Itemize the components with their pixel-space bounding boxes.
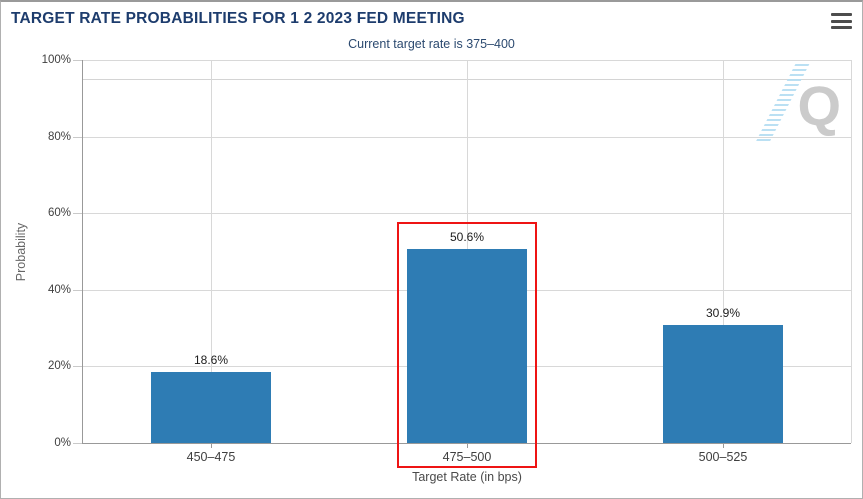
bar-value-label: 50.6%	[449, 230, 485, 244]
x-tick-mark	[467, 443, 468, 448]
y-tick-label: 0%	[54, 437, 71, 449]
hamburger-menu-icon[interactable]	[831, 13, 852, 29]
plot-right-border	[851, 60, 852, 443]
x-category-label: 450–475	[186, 450, 236, 464]
y-tick-label: 100%	[41, 54, 71, 66]
y-tick-label: 80%	[47, 131, 71, 143]
chart-subtitle: Current target rate is 375–400	[348, 37, 515, 51]
bar[interactable]	[407, 249, 527, 443]
y-tick-mark	[73, 213, 83, 214]
highlight-box	[397, 222, 537, 468]
x-category-label: 475–500	[442, 450, 492, 464]
x-tick-mark	[211, 443, 212, 448]
y-axis-title: Probability	[14, 222, 28, 282]
y-tick-mark	[73, 290, 83, 291]
x-category-label: 500–525	[698, 450, 748, 464]
chart-title: TARGET RATE PROBABILITIES FOR 1 2 2023 F…	[11, 10, 465, 27]
hamburger-bar	[831, 26, 852, 29]
y-tick-label: 40%	[47, 284, 71, 296]
bar-value-label: 30.9%	[705, 306, 741, 320]
x-axis-title: Target Rate (in bps)	[412, 470, 522, 484]
x-tick-mark	[723, 443, 724, 448]
plot-top-border	[83, 60, 851, 61]
watermark-stripes-icon	[754, 64, 810, 144]
y-tick-mark	[73, 366, 83, 367]
hamburger-bar	[831, 19, 852, 23]
quikstrike-watermark: Q	[754, 60, 853, 148]
y-axis-line	[82, 60, 83, 443]
y-tick-mark	[73, 137, 83, 138]
x-gridline	[211, 60, 212, 443]
y-tick-label: 20%	[47, 360, 71, 372]
bar[interactable]	[151, 372, 271, 443]
bar[interactable]	[663, 325, 783, 443]
watermark-q-icon: Q	[797, 74, 841, 137]
bar-value-label: 18.6%	[193, 353, 229, 367]
y-tick-mark	[73, 443, 83, 444]
y-tick-mark	[73, 60, 83, 61]
hamburger-bar	[831, 13, 852, 16]
y-tick-label: 60%	[47, 207, 71, 219]
x-gridline	[723, 60, 724, 443]
x-axis-line	[82, 443, 851, 444]
